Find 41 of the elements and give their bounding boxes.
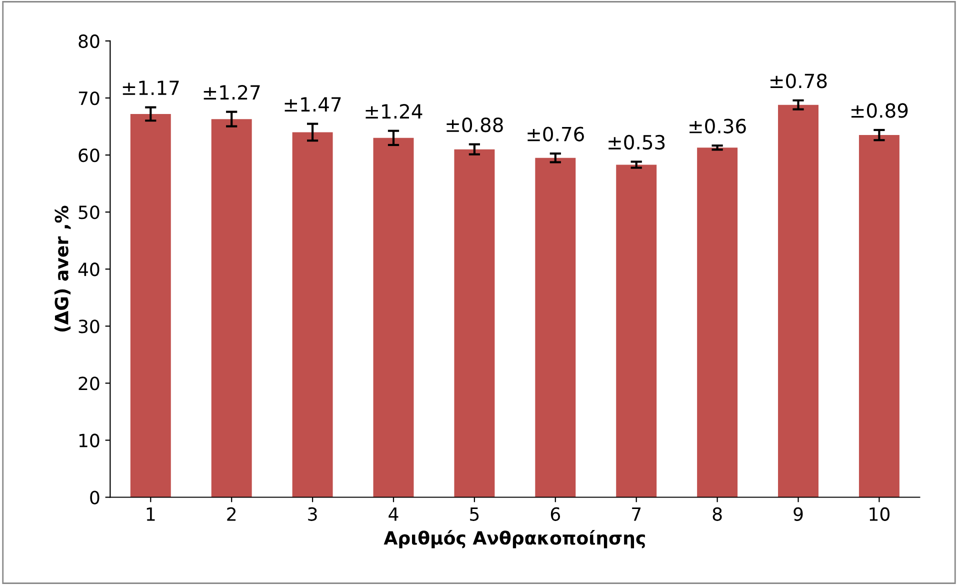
bar — [454, 149, 495, 498]
bar — [697, 148, 738, 498]
annotation: ±0.36 — [690, 118, 746, 134]
annotation: ±0.53 — [608, 134, 665, 150]
x-tick-label: 6 — [550, 507, 560, 521]
y-tick-label: 80 — [78, 34, 100, 48]
annotation: ±0.76 — [528, 126, 584, 142]
x-tick-label: 3 — [308, 507, 317, 521]
x-tick-label: 1 — [146, 508, 155, 521]
annotation: ±1.17 — [122, 80, 179, 95]
x-axis-title: Αριθμός Ανθρακοποίησης — [384, 530, 645, 548]
bar — [858, 135, 900, 498]
y-tick-label: 10 — [79, 434, 100, 448]
bar — [130, 114, 171, 498]
y-tick-label: 50 — [78, 206, 100, 220]
x-tick-label: 8 — [712, 507, 722, 521]
bar — [535, 158, 576, 498]
x-tick-label: 9 — [794, 507, 803, 521]
annotation: ±1.24 — [366, 104, 422, 118]
x-tick-label: 7 — [632, 508, 641, 521]
bar — [616, 164, 657, 498]
y-tick-label: 20 — [78, 376, 100, 390]
x-tick-label: 5 — [470, 508, 479, 521]
x-tick-label: 4 — [388, 508, 398, 521]
bar — [778, 104, 818, 498]
annotation: ±0.78 — [770, 74, 827, 88]
annotation: ±0.89 — [851, 103, 908, 118]
y-tick-label: 0 — [90, 490, 100, 504]
annotation: ±0.88 — [446, 117, 503, 132]
y-tick-label: 30 — [78, 320, 100, 334]
y-tick-label: 60 — [78, 148, 100, 162]
y-tick-label: 40 — [78, 262, 100, 276]
bar — [373, 138, 414, 498]
bar — [211, 119, 252, 498]
annotation: ±1.47 — [284, 97, 341, 112]
annotation: ±1.27 — [204, 85, 260, 100]
y-tick-label: 70 — [78, 91, 100, 106]
y-axis-title: (ΔG) aver ,% — [54, 206, 71, 332]
x-tick-label: 10 — [870, 507, 890, 521]
bar — [292, 132, 333, 498]
x-tick-label: 2 — [227, 507, 236, 521]
